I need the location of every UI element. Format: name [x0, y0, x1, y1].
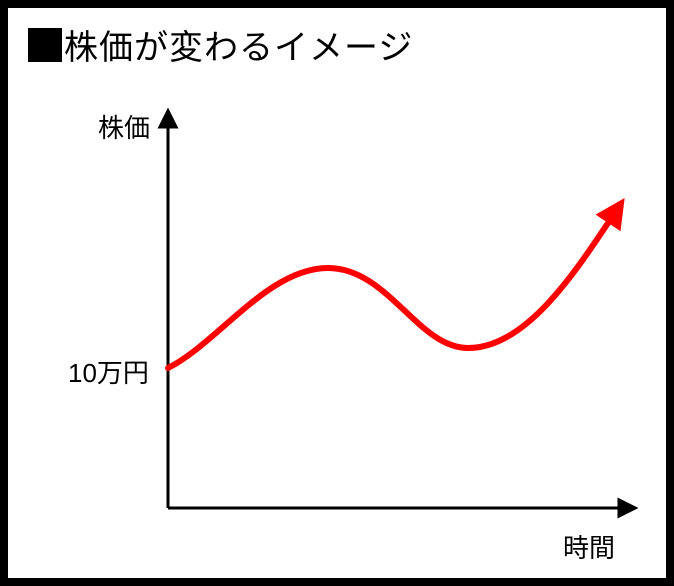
title-square-icon [28, 28, 62, 62]
series-line [168, 208, 618, 368]
title-row: 株価が変わるイメージ [28, 20, 413, 69]
chart-frame: 株価が変わるイメージ 株価 10万円 時間 [0, 0, 674, 586]
chart-area: 株価 10万円 時間 [8, 88, 666, 578]
chart-svg [8, 88, 666, 578]
title-text: 株価が変わるイメージ [64, 20, 413, 69]
